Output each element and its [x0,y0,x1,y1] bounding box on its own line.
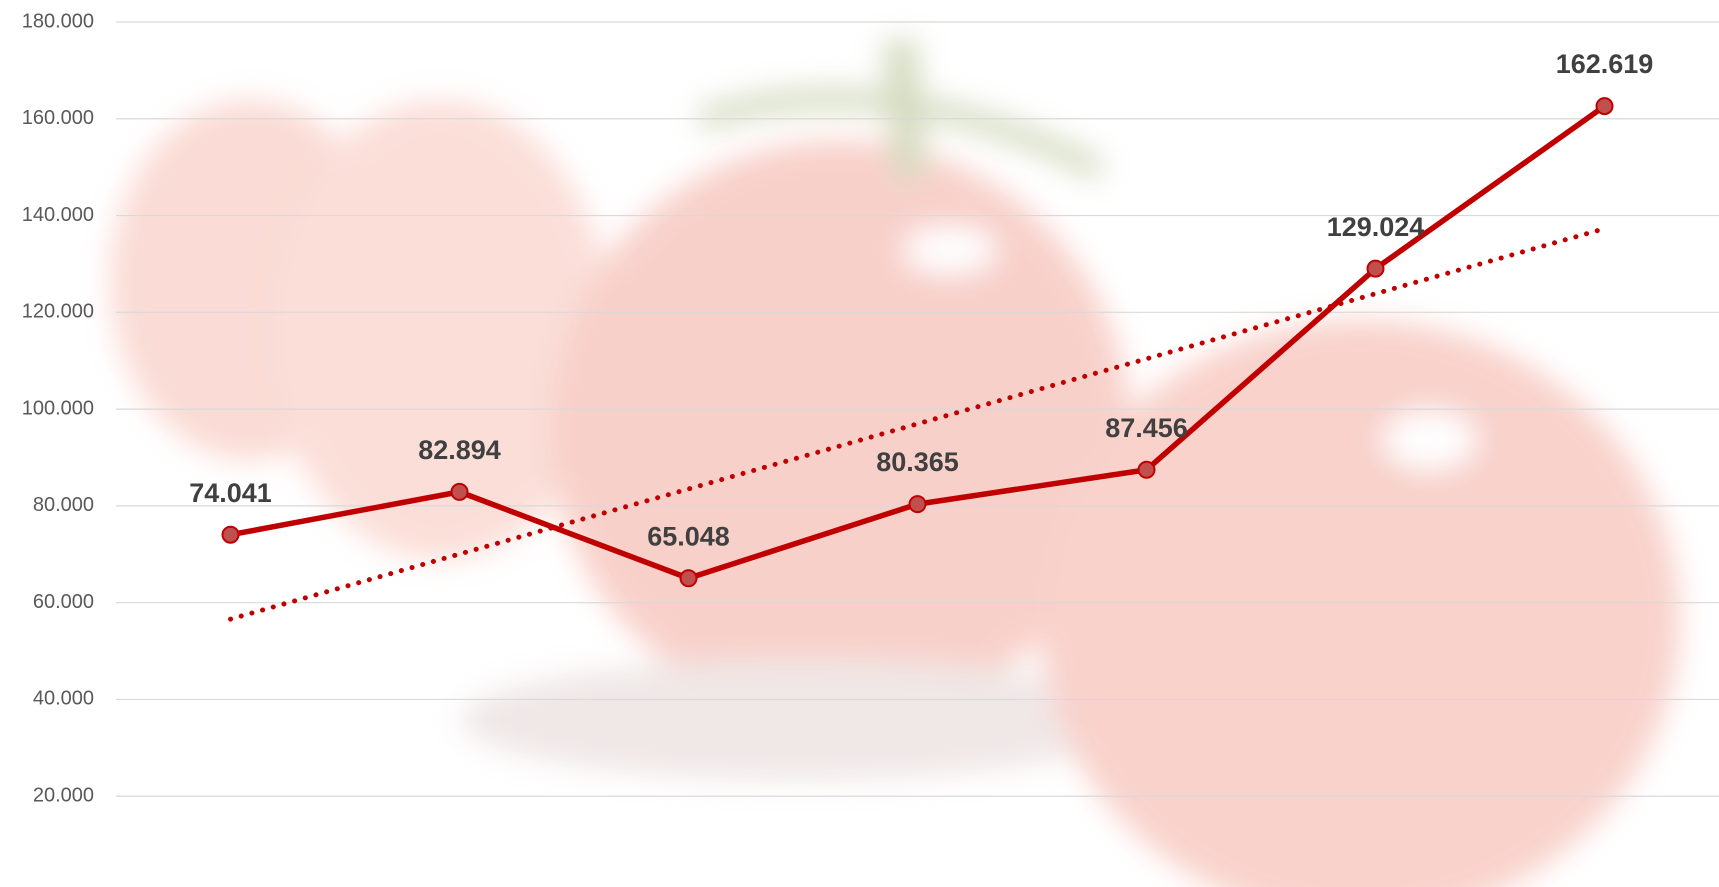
data-point [910,496,926,512]
data-label: 82.894 [418,435,501,465]
y-tick-label: 20.000 [33,785,94,807]
y-tick-label: 120.000 [22,301,94,323]
data-point [452,484,468,500]
data-point [1139,462,1155,478]
y-tick-label: 180.000 [22,10,94,32]
y-tick-label: 60.000 [33,591,94,613]
data-label: 129.024 [1327,212,1425,242]
data-point [1368,261,1384,277]
chart: 20.000 40.000 60.000 80.000 100.000 120.000 14… [0,0,1719,887]
y-tick-label: 140.000 [22,204,94,226]
data-point [1597,98,1613,114]
y-tick-label: 100.000 [22,397,94,419]
data-label: 80.365 [876,447,959,477]
y-tick-label: 80.000 [33,494,94,516]
data-label: 74.041 [189,478,272,508]
y-tick-label: 160.000 [22,107,94,129]
photo-wash [0,0,1719,887]
data-point [681,570,697,586]
data-label: 162.619 [1556,49,1654,79]
data-label: 87.456 [1105,413,1188,443]
data-point [223,527,239,543]
y-tick-label: 40.000 [33,688,94,710]
data-label: 65.048 [647,521,730,551]
